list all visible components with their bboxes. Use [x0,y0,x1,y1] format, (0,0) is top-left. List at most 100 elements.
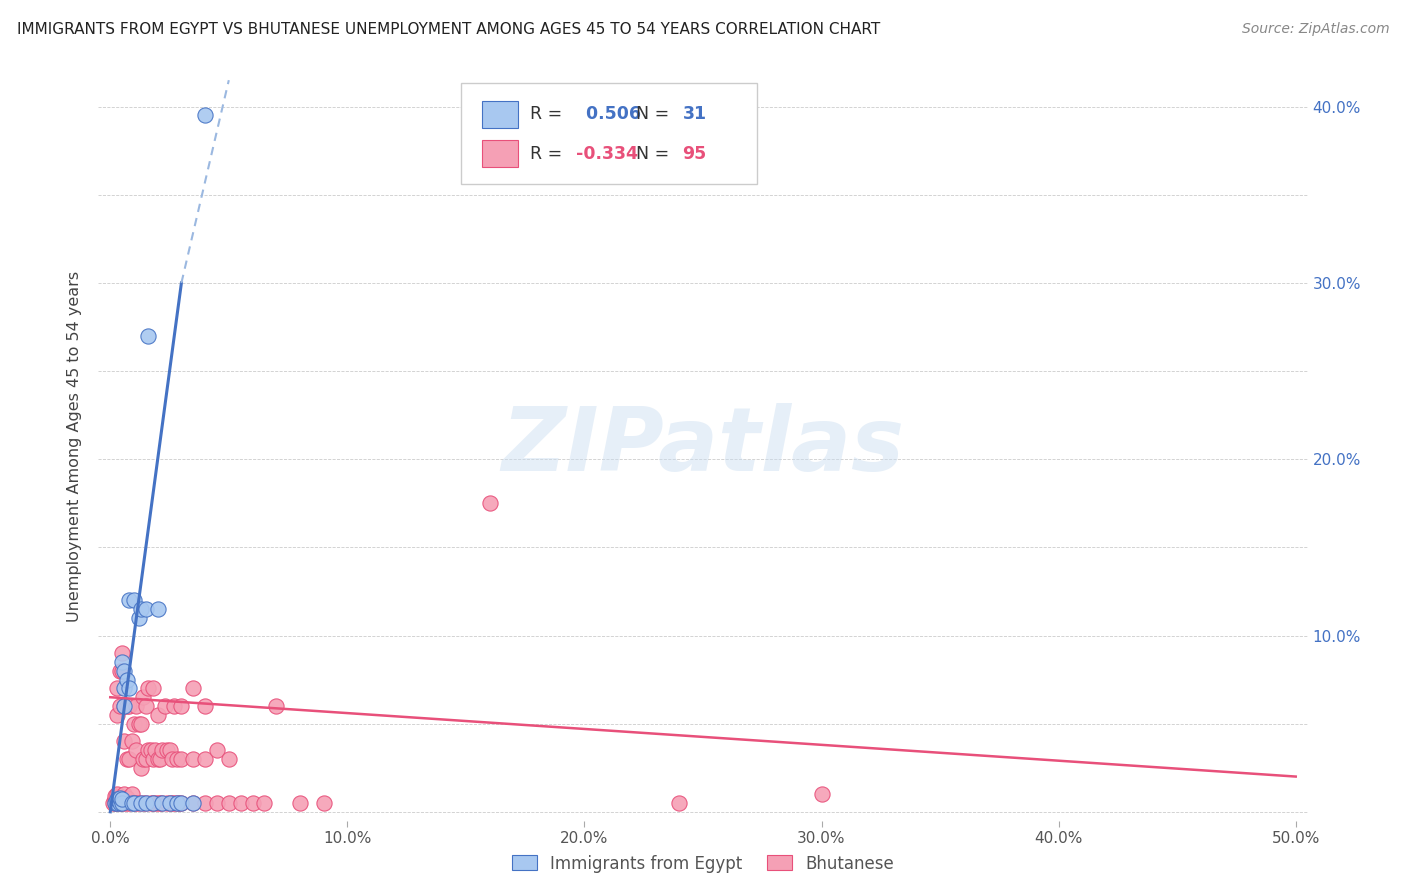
Point [108,792,131,806]
Point [115,673,138,687]
Point [205,743,228,757]
Point [108,790,131,805]
Point [142,752,165,766]
Point [105,681,128,696]
Legend: Immigrants from Egypt, Bhutanese: Immigrants from Egypt, Bhutanese [505,848,901,880]
Point [205,796,228,810]
Point [146,707,169,722]
Text: R =: R = [530,105,568,123]
Point [105,707,128,722]
Point [142,681,165,696]
Point [153,699,176,714]
Text: R =: R = [530,145,568,162]
Point [136,328,159,343]
Point [170,752,193,766]
Point [118,796,141,810]
Point [115,699,138,714]
Text: ZIPatlas: ZIPatlas [502,402,904,490]
Point [143,796,166,810]
Point [121,796,143,810]
Point [163,796,186,810]
Point [125,743,148,757]
Point [118,681,141,696]
Point [125,796,148,810]
Text: -0.334: -0.334 [576,145,638,162]
Point [135,796,157,810]
Point [159,796,181,810]
Point [160,752,183,766]
Text: IMMIGRANTS FROM EGYPT VS BHUTANESE UNEMPLOYMENT AMONG AGES 45 TO 54 YEARS CORREL: IMMIGRANTS FROM EGYPT VS BHUTANESE UNEMP… [17,22,880,37]
Point [143,743,166,757]
Point [101,796,124,810]
Point [668,796,690,810]
Point [111,655,134,669]
Point [166,796,188,810]
Point [159,743,181,757]
Point [114,787,136,801]
Point [139,743,162,757]
Point [105,792,128,806]
Point [264,699,287,714]
Point [229,796,252,810]
Point [181,752,204,766]
Point [149,752,172,766]
Point [152,796,174,810]
Text: N =: N = [637,145,675,162]
Point [114,796,136,810]
Point [132,690,155,705]
Point [129,796,152,810]
Point [136,681,159,696]
Point [194,108,217,122]
Point [105,787,128,801]
Point [105,790,128,805]
Point [146,796,169,810]
Point [114,664,136,678]
Point [118,593,141,607]
Point [105,796,128,810]
Point [181,796,204,810]
FancyBboxPatch shape [461,83,758,184]
Point [135,796,157,810]
Point [111,790,134,805]
Point [121,787,143,801]
Point [142,796,165,810]
Point [181,796,204,810]
Point [128,611,150,625]
Point [115,752,138,766]
Point [111,792,134,806]
Point [118,699,141,714]
Point [218,796,240,810]
Point [122,796,145,810]
Point [253,796,276,810]
Point [114,699,136,714]
Point [170,699,193,714]
Point [111,664,134,678]
Point [156,743,179,757]
Point [135,602,157,616]
Point [152,796,174,810]
Point [312,796,335,810]
Point [139,796,162,810]
Point [111,796,134,810]
Point [125,699,148,714]
Point [146,752,169,766]
Point [114,734,136,748]
Point [132,752,155,766]
FancyBboxPatch shape [482,101,517,128]
Point [142,796,165,810]
Point [118,752,141,766]
Point [170,796,193,810]
Point [194,752,217,766]
Point [129,716,152,731]
Text: 31: 31 [682,105,707,123]
Point [194,796,217,810]
Point [128,796,150,810]
Text: Source: ZipAtlas.com: Source: ZipAtlas.com [1241,22,1389,37]
Point [159,796,181,810]
Point [104,796,127,810]
Point [115,796,138,810]
Point [104,796,127,810]
Point [129,602,152,616]
Point [156,796,179,810]
Point [135,752,157,766]
